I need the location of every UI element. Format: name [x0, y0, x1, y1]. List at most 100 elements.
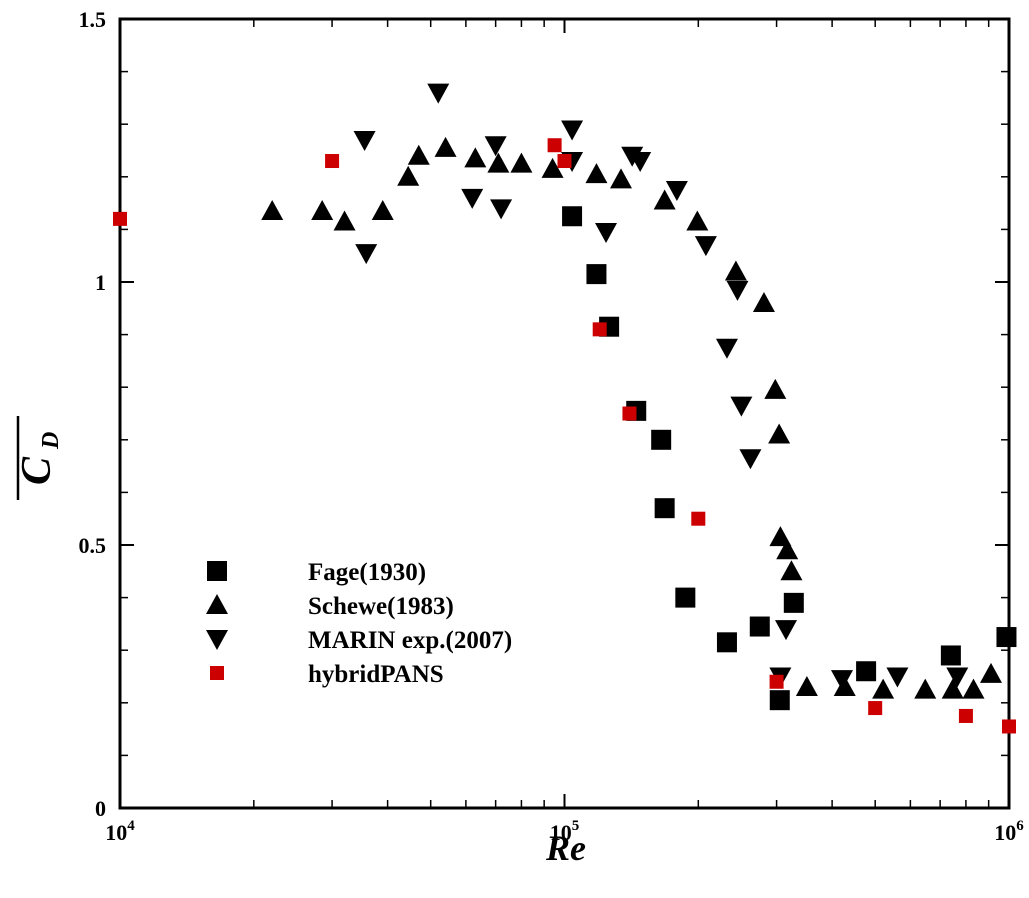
y-tick-label: 1.5 [79, 7, 107, 32]
data-point [595, 223, 618, 244]
x-tick-label: 105 [550, 818, 580, 845]
data-point [487, 152, 510, 173]
data-point [872, 678, 895, 699]
data-point [592, 322, 607, 337]
data-point [490, 199, 513, 220]
y-axis-title-symbol: C [14, 456, 60, 485]
data-point [769, 526, 792, 547]
data-point [726, 280, 749, 301]
data-point [739, 449, 762, 470]
legend-label: MARIN exp.(2007) [308, 627, 512, 654]
plot-frame [118, 17, 1011, 810]
data-point [407, 144, 430, 165]
data-point [833, 676, 856, 697]
data-point [686, 210, 709, 231]
data-point [1002, 719, 1016, 734]
y-tick-label: 1 [95, 270, 106, 295]
data-point [113, 211, 127, 226]
data-point [434, 136, 457, 157]
data-point [665, 180, 688, 201]
y-axis-title-subscript: D [38, 432, 64, 450]
data-point [557, 154, 572, 169]
data-point [562, 206, 583, 227]
data-point [464, 147, 487, 168]
x-axis-title: Re [545, 828, 586, 868]
data-point [654, 498, 675, 519]
y-axis-title: C D [14, 416, 64, 500]
data-point [724, 260, 747, 281]
data-point [261, 199, 284, 220]
data-point [586, 264, 607, 285]
data-point [694, 236, 717, 257]
data-point [962, 678, 985, 699]
y-axis-ticks: 0 0.5 1 1.5 [79, 7, 1009, 821]
y-tick-label: 0.5 [79, 533, 107, 558]
data-point [752, 292, 775, 313]
data-point [355, 244, 378, 265]
data-point [830, 670, 853, 691]
plot-axes [118, 17, 1011, 810]
data-point [397, 165, 420, 186]
x-axis-ticks: 104 105 106 [105, 19, 1024, 845]
data-point [715, 338, 738, 359]
data-point [653, 189, 676, 210]
series-0 [562, 206, 1017, 711]
data-point [914, 678, 937, 699]
data-point [783, 592, 804, 613]
x-tick-label: 104 [105, 818, 135, 845]
data-point [484, 136, 507, 157]
data-point [461, 188, 484, 209]
data-marks [113, 83, 1017, 734]
data-point [749, 616, 770, 637]
data-point [716, 632, 737, 653]
data-point [585, 163, 608, 184]
data-point [675, 587, 696, 608]
series-3 [113, 138, 1016, 734]
data-point [996, 627, 1017, 648]
data-point [764, 378, 787, 399]
data-point [774, 620, 797, 641]
legend-marker [206, 630, 228, 650]
data-point [691, 511, 706, 526]
x-tick-label: 106 [994, 818, 1024, 845]
data-point [333, 210, 356, 231]
data-point [547, 138, 562, 153]
data-point [958, 708, 973, 723]
data-point [768, 423, 791, 444]
data-point [780, 560, 803, 581]
y-tick-label: 0 [95, 796, 106, 821]
data-point [776, 539, 799, 560]
data-point [353, 130, 376, 151]
legend-marker [206, 594, 228, 614]
data-point [609, 168, 632, 189]
series-1 [261, 136, 1003, 699]
data-point [769, 674, 784, 689]
legend-label: Schewe(1983) [308, 593, 454, 620]
legend-marker [210, 666, 224, 680]
data-point [941, 678, 964, 699]
data-point [541, 157, 564, 178]
data-point [980, 662, 1003, 683]
data-point [427, 83, 450, 104]
legend: Fage(1930) Schewe(1983) MARIN exp.(2007) hy… [206, 559, 512, 688]
data-point [651, 429, 672, 450]
data-point [510, 152, 533, 173]
legend-label: Fage(1930) [308, 559, 426, 586]
legend-label: hybridPANS [308, 661, 444, 688]
data-point [946, 667, 969, 688]
data-point [311, 199, 334, 220]
legend-marker [207, 561, 227, 581]
data-point [622, 406, 637, 421]
data-point [856, 661, 877, 682]
data-point [868, 701, 883, 716]
data-point [886, 667, 909, 688]
data-point [325, 154, 340, 169]
data-point [769, 690, 790, 711]
data-point [940, 645, 961, 666]
data-point [561, 120, 584, 141]
data-point [371, 199, 394, 220]
data-point [730, 396, 753, 417]
data-point [795, 676, 818, 697]
data-point [629, 152, 652, 173]
